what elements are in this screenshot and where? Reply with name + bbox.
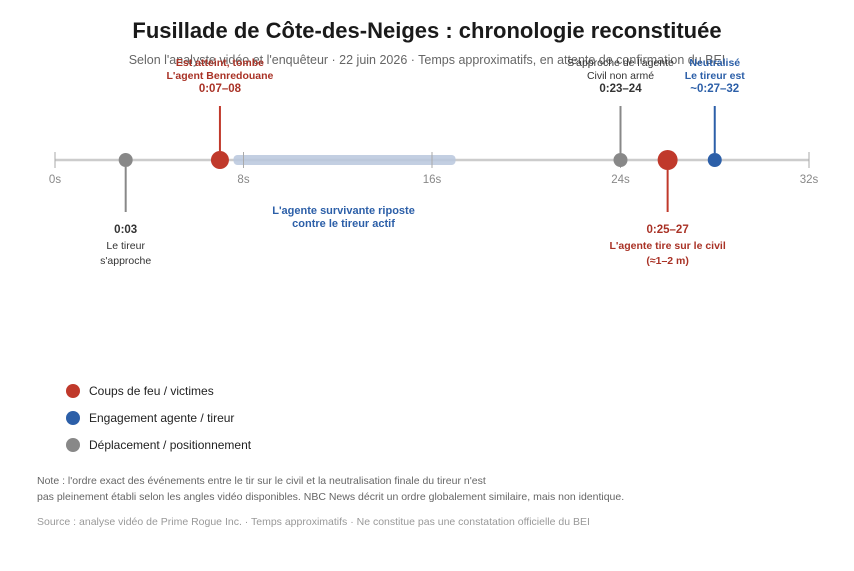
page-title: Fusillade de Côte-des-Neiges : chronolog… bbox=[132, 18, 722, 43]
legend-label-agent: Engagement agente / tireur bbox=[89, 410, 235, 425]
footnote-line-1: Note : l'ordre exact des événements entr… bbox=[37, 475, 486, 487]
legend: Coups de feu / victimes Engagement agent… bbox=[66, 377, 251, 458]
event-desc-line: L'agent Benredouane bbox=[166, 70, 273, 82]
page-subtitle: Selon l'analyste vidéo et l'enquêteur · … bbox=[128, 53, 726, 67]
event-desc-line: S'approche de l'agente bbox=[567, 57, 674, 69]
footnote-line-2: pas pleinement établi selon les angles v… bbox=[37, 491, 625, 503]
x-tick-label: 32s bbox=[800, 174, 819, 186]
event-time-label: ~0:27–32 bbox=[690, 83, 739, 95]
event-desc-line: Civil non armé bbox=[587, 70, 654, 82]
legend-swatch-move bbox=[66, 437, 80, 452]
event-desc-line: Neutralisé bbox=[689, 57, 740, 69]
legend-item-agent: Engagement agente / tireur bbox=[66, 404, 251, 431]
band-label-line: L'agente survivante riposte bbox=[272, 205, 415, 217]
source-line: Source : analyse vidéo de Prime Rogue In… bbox=[37, 516, 590, 528]
legend-swatch-agent bbox=[66, 410, 80, 425]
event-desc-line: L'agente tire sur le civil bbox=[609, 240, 725, 252]
x-tick-label: 24s bbox=[611, 174, 630, 186]
engagement-band bbox=[233, 155, 456, 165]
legend-item-move: Déplacement / positionnement bbox=[66, 431, 251, 458]
event-time-label: 0:23–24 bbox=[599, 83, 642, 95]
event-desc-line: s'approche bbox=[100, 255, 151, 267]
x-tick-label: 8s bbox=[237, 174, 249, 186]
event-desc-line: Le tireur est bbox=[685, 70, 746, 82]
x-tick-label: 16s bbox=[423, 174, 442, 186]
event-marker bbox=[118, 153, 133, 167]
legend-label-move: Déplacement / positionnement bbox=[89, 437, 252, 452]
event-time-label: 0:03 bbox=[114, 224, 137, 236]
event-desc-line: Le tireur bbox=[106, 240, 145, 252]
event-marker bbox=[657, 150, 678, 170]
footnote: Note : l'ordre exact des événements entr… bbox=[37, 473, 737, 505]
legend-swatch-fire bbox=[66, 383, 80, 398]
event-desc-line: (≈1–2 m) bbox=[646, 255, 689, 267]
legend-item-fire: Coups de feu / victimes bbox=[66, 377, 251, 404]
legend-label-fire: Coups de feu / victimes bbox=[89, 383, 214, 398]
x-tick-label: 0s bbox=[49, 174, 61, 186]
event-desc-line: Est atteint, tombe bbox=[176, 57, 264, 69]
event-marker bbox=[707, 153, 722, 167]
event-marker bbox=[613, 153, 628, 167]
event-time-label: 0:07–08 bbox=[199, 83, 242, 95]
band-label-line: contre le tireur actif bbox=[292, 218, 395, 230]
event-time-label: 0:25–27 bbox=[647, 224, 689, 236]
event-marker bbox=[210, 151, 229, 169]
